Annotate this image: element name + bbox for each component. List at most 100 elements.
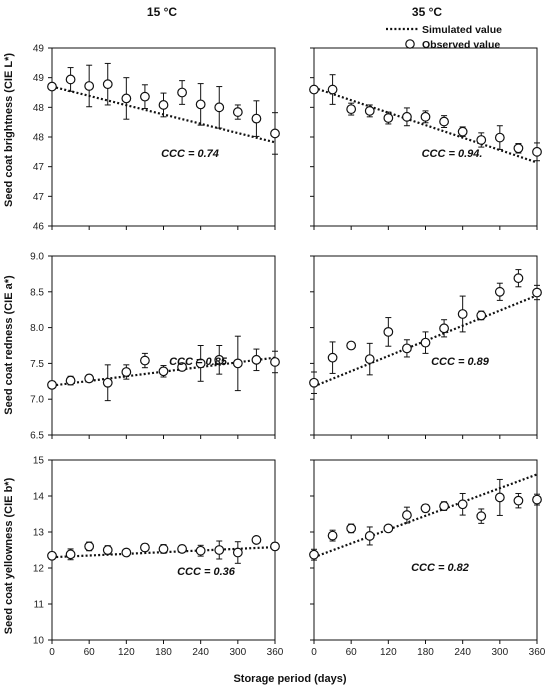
y-tick-label: 12 <box>33 564 45 575</box>
row-ylabel-brightness: Seed coat brightness (CIE L*) <box>3 53 15 207</box>
legend-simulated-label: Simulated value <box>422 24 502 36</box>
observed-point <box>364 354 375 365</box>
observed-point <box>140 355 150 366</box>
observed-point <box>494 286 505 297</box>
observed-point <box>457 309 468 319</box>
observed-point <box>232 547 243 558</box>
observed-point <box>457 499 468 510</box>
observed-point <box>251 535 262 545</box>
y-tick-label: 10 <box>33 636 45 647</box>
observed-point <box>102 79 113 90</box>
x-tick-label: 360 <box>267 647 284 658</box>
observed-point <box>513 495 524 506</box>
observed-point <box>364 531 375 541</box>
observed-point <box>439 116 449 127</box>
observed-point <box>158 100 169 110</box>
observed-point <box>513 143 524 154</box>
observed-point <box>102 377 113 388</box>
observed-point <box>214 102 225 113</box>
observed-point <box>346 104 357 115</box>
observed-point <box>309 84 319 95</box>
observed-point <box>327 530 338 541</box>
ccc-annotation: CCC = 0.74 <box>161 148 219 160</box>
x-tick-label: 300 <box>229 647 246 658</box>
observed-point <box>513 273 524 284</box>
observed-point <box>270 541 280 552</box>
observed-point <box>102 545 113 555</box>
column-title-15c: 15 °C <box>147 5 177 19</box>
y-tick-label: 49 <box>33 73 45 84</box>
x-tick-label: 0 <box>311 647 317 658</box>
panel-redness-35: CCC = 0.89 <box>309 255 542 439</box>
legend-observed-label: Observed value <box>422 39 500 51</box>
observed-point <box>383 523 394 534</box>
observed-point <box>158 544 169 554</box>
observed-point <box>420 337 431 348</box>
observed-point <box>195 358 206 369</box>
panels: 46 47 47 48 48 49 49 CCC = 0.74 CCC = 0.94. 6.5 7.… <box>30 44 546 659</box>
x-tick-label: 120 <box>118 647 135 658</box>
ccc-annotation: CCC = 0.82 <box>411 562 469 574</box>
y-tick-label: 7.0 <box>30 395 44 406</box>
x-axis-title: Storage period (days) <box>233 673 346 685</box>
x-tick-label: 180 <box>417 647 434 658</box>
panel-brightness-15: 46 47 47 48 48 49 49 CCC = 0.74 <box>33 44 280 233</box>
observed-point <box>532 287 542 298</box>
observed-point <box>232 107 243 117</box>
observed-point <box>346 340 357 351</box>
y-tick-label: 11 <box>34 600 45 611</box>
observed-point <box>232 358 243 369</box>
y-tick-label: 8.5 <box>30 287 44 298</box>
ccc-annotation: CCC = 0.85 <box>169 356 228 368</box>
observed-point <box>327 84 338 95</box>
y-tick-label: 15 <box>33 456 45 467</box>
observed-point <box>270 357 280 367</box>
y-tick-label: 13 <box>33 528 45 539</box>
observed-point <box>420 503 431 514</box>
x-tick-label: 360 <box>529 647 546 658</box>
observed-point <box>364 105 375 116</box>
x-tick-label: 60 <box>346 647 358 658</box>
observed-point <box>214 354 225 365</box>
legend-observed-marker <box>405 39 415 49</box>
observed-point <box>476 511 487 522</box>
y-tick-label: 46 <box>33 222 45 233</box>
ccc-annotation: CCC = 0.36 <box>177 566 236 578</box>
panel-yellowness-15: 0 60 120 180 240 300 360 10 11 12 13 14 15 CCC = 0.36 <box>33 456 284 659</box>
ccc-annotation: CCC = 0.94. <box>422 148 483 160</box>
observed-point <box>177 544 187 554</box>
observed-point <box>195 99 206 110</box>
row-ylabel-redness: Seed coat redness (CIE a*) <box>3 275 15 415</box>
observed-point <box>476 310 487 321</box>
simulated-line <box>313 86 538 164</box>
x-tick-label: 240 <box>454 647 471 658</box>
observed-point <box>47 550 57 561</box>
y-tick-label: 9.0 <box>30 252 44 263</box>
observed-point <box>494 132 505 143</box>
observed-point <box>195 545 206 556</box>
y-tick-label: 14 <box>33 492 45 503</box>
x-tick-label: 60 <box>84 647 96 658</box>
x-tick-label: 120 <box>380 647 397 658</box>
y-tick-label: 48 <box>33 133 45 144</box>
observed-point <box>65 549 76 560</box>
observed-point <box>214 545 225 555</box>
observed-point <box>140 542 150 553</box>
observed-point <box>346 523 357 534</box>
observed-point <box>177 87 187 98</box>
y-tick-label: 47 <box>33 162 45 173</box>
observed-point <box>402 111 412 122</box>
observed-point <box>65 74 76 85</box>
observed-point <box>457 126 468 137</box>
observed-point <box>420 111 431 122</box>
observed-point <box>121 93 132 104</box>
x-tick-label: 300 <box>491 647 508 658</box>
observed-point <box>532 146 542 157</box>
observed-point <box>270 128 280 139</box>
observed-point <box>251 354 262 365</box>
x-tick-label: 0 <box>49 647 55 658</box>
column-title-35c: 35 °C <box>412 5 442 19</box>
row-ylabel-yellowness: Seed coat yellowness (CIE b*) <box>3 477 15 634</box>
observed-point <box>494 492 505 503</box>
